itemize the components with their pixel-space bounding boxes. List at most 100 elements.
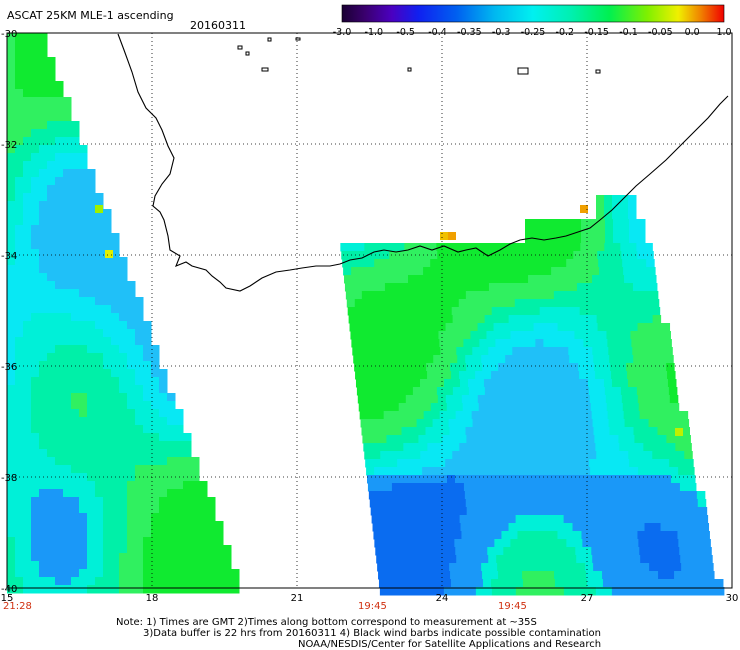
swath-pixel: [606, 403, 616, 412]
swath-pixel: [431, 339, 440, 348]
swath-pixel: [515, 307, 525, 316]
swath-pixel: [63, 209, 72, 218]
swath-pixel: [615, 411, 625, 420]
swath-pixel: [394, 435, 403, 444]
swath-pixel: [426, 363, 435, 372]
swath-pixel: [399, 475, 408, 484]
swath-pixel: [71, 169, 80, 178]
swath-pixel: [530, 435, 539, 444]
swath-pixel: [524, 387, 534, 396]
swath-pixel: [604, 243, 613, 252]
swath-pixel: [430, 259, 439, 268]
swath-pixel: [424, 555, 433, 564]
swath-pixel: [589, 531, 598, 540]
swath-pixel: [135, 561, 144, 570]
swath-pixel: [103, 545, 112, 554]
swath-pixel: [600, 275, 609, 284]
swath-pixel: [659, 587, 669, 596]
swath-pixel: [521, 355, 530, 364]
swath-pixel: [143, 329, 152, 338]
swath-pixel: [167, 569, 176, 578]
swath-pixel: [584, 347, 593, 356]
swath-pixel: [446, 467, 455, 476]
swath-pixel: [494, 331, 503, 340]
swath-pixel: [385, 563, 394, 572]
swath-pixel: [656, 555, 665, 564]
swath-pixel: [87, 193, 96, 202]
swath-pixel: [87, 417, 96, 426]
swath-pixel: [613, 219, 622, 228]
swath-pixel: [474, 571, 483, 580]
swath-pixel: [47, 569, 56, 578]
swath-pixel: [645, 531, 654, 540]
swath-pixel: [71, 249, 80, 258]
swath-pixel: [454, 403, 464, 412]
swath-pixel: [103, 417, 112, 426]
swath-pixel: [414, 259, 423, 268]
swath-pixel: [494, 403, 504, 412]
swath-pixel: [127, 545, 136, 554]
swath-pixel: [401, 427, 410, 436]
swath-pixel: [581, 395, 591, 404]
swath-pixel: [31, 585, 40, 594]
swath-pixel: [135, 481, 144, 490]
swath-pixel: [641, 427, 650, 436]
swath-pixel: [119, 481, 128, 490]
swath-pixel: [576, 275, 585, 284]
swath-pixel: [595, 379, 605, 388]
swath-pixel: [39, 305, 48, 314]
swath-pixel: [87, 489, 96, 498]
swath-pixel: [674, 435, 683, 444]
swath-pixel: [15, 217, 24, 226]
swath-pixel: [175, 433, 184, 442]
swath-pixel: [551, 483, 561, 492]
swath-pixel: [63, 193, 72, 202]
swath-pixel: [460, 523, 470, 532]
swath-pixel: [666, 579, 676, 588]
swath-pixel: [502, 539, 511, 548]
swath-pixel: [658, 571, 667, 580]
swath-pixel: [396, 387, 406, 396]
swath-pixel: [528, 283, 538, 292]
swath-pixel: [643, 307, 653, 316]
swath-pixel: [31, 217, 40, 226]
swath-pixel: [507, 515, 517, 524]
swath-pixel: [71, 505, 80, 514]
swath-pixel: [508, 451, 517, 460]
swath-pixel: [15, 425, 24, 434]
swath-pixel: [386, 507, 396, 516]
swath-pixel: [682, 579, 692, 588]
swath-pixel: [15, 457, 24, 466]
swath-pixel: [518, 259, 527, 268]
swath-pixel: [63, 401, 72, 410]
swath-pixel: [392, 347, 401, 356]
swath-pixel: [624, 555, 633, 564]
swath-pixel: [31, 145, 40, 154]
swath-pixel: [536, 275, 545, 284]
swath-pixel: [574, 403, 584, 412]
swath-pixel: [47, 313, 56, 322]
swath-pixel: [407, 475, 416, 484]
swath-pixel: [433, 427, 442, 436]
swath-pixel: [674, 571, 683, 580]
swath-pixel: [15, 553, 24, 562]
swath-pixel: [31, 345, 40, 354]
swath-pixel: [127, 417, 136, 426]
swath-pixel: [539, 587, 549, 596]
swath-pixel: [526, 539, 535, 548]
swath-pixel: [664, 555, 673, 564]
swath-pixel: [511, 339, 520, 348]
swath-pixel: [442, 435, 451, 444]
swath-pixel: [564, 387, 574, 396]
swath-pixel: [501, 251, 510, 260]
swath-pixel: [111, 441, 120, 450]
swath-pixel: [389, 251, 398, 260]
swath-pixel: [402, 299, 412, 308]
swath-pixel: [79, 441, 88, 450]
swath-pixel: [495, 339, 504, 348]
swath-pixel: [63, 561, 72, 570]
swath-pixel: [358, 403, 368, 412]
swath-pixel: [215, 569, 224, 578]
swath-pixel: [408, 275, 417, 284]
swath-pixel: [23, 297, 32, 306]
